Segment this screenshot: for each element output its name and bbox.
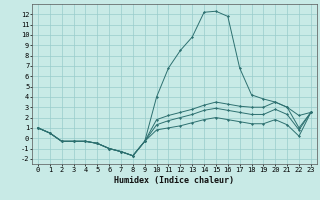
X-axis label: Humidex (Indice chaleur): Humidex (Indice chaleur) — [115, 176, 234, 185]
